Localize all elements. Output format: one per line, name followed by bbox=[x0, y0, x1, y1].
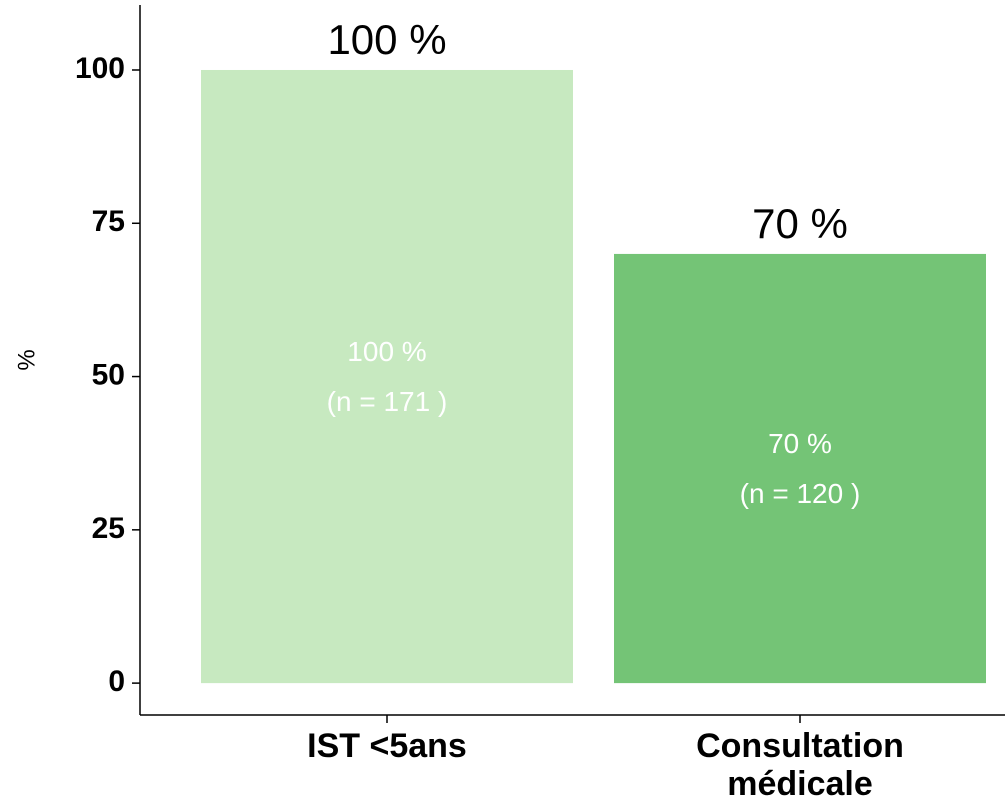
y-tick-label: 75 bbox=[92, 205, 125, 238]
bar bbox=[201, 69, 573, 684]
value-label: 100 % bbox=[327, 16, 446, 63]
y-tick-label: 25 bbox=[92, 512, 125, 545]
count-label: (n = 120 ) bbox=[740, 478, 861, 509]
count-label: (n = 171 ) bbox=[327, 386, 448, 417]
value-label: 70 % bbox=[752, 200, 848, 247]
x-tick-label: médicale bbox=[727, 765, 873, 803]
bar bbox=[614, 253, 986, 684]
inner-value-label: 70 % bbox=[768, 428, 832, 459]
y-axis-label: % bbox=[13, 349, 40, 370]
y-tick-label: 100 bbox=[75, 52, 125, 85]
inner-value-label: 100 % bbox=[347, 336, 426, 367]
x-tick-label: IST <5ans bbox=[307, 727, 467, 765]
y-tick-label: 0 bbox=[108, 665, 125, 698]
x-tick-label: Consultation bbox=[696, 727, 904, 765]
y-tick-label: 50 bbox=[92, 358, 125, 391]
